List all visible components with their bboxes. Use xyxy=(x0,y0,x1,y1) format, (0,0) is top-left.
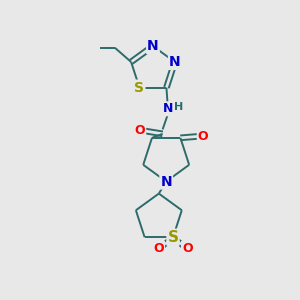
Text: H: H xyxy=(175,102,184,112)
Text: N: N xyxy=(160,175,172,188)
Text: S: S xyxy=(134,81,144,94)
Text: N: N xyxy=(163,102,173,115)
Text: O: O xyxy=(135,124,145,137)
Text: S: S xyxy=(167,230,178,245)
Text: O: O xyxy=(182,242,193,255)
Text: N: N xyxy=(169,55,181,69)
Text: N: N xyxy=(147,39,159,53)
Text: O: O xyxy=(198,130,208,143)
Text: O: O xyxy=(154,242,164,255)
